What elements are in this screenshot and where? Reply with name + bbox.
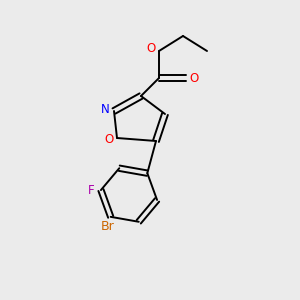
Text: F: F xyxy=(88,184,94,196)
Text: Br: Br xyxy=(101,220,115,233)
Text: O: O xyxy=(146,41,155,55)
Text: O: O xyxy=(190,71,199,85)
Text: N: N xyxy=(101,103,110,116)
Text: O: O xyxy=(104,133,113,146)
